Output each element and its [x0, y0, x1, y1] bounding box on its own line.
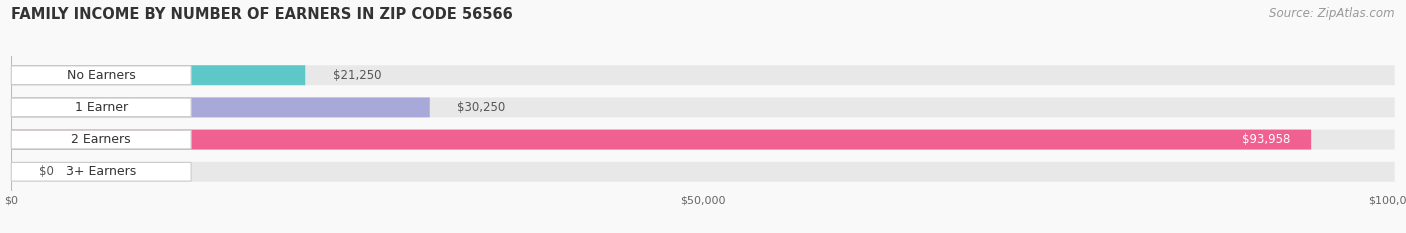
Text: $30,250: $30,250 [457, 101, 506, 114]
Text: 2 Earners: 2 Earners [72, 133, 131, 146]
Text: Source: ZipAtlas.com: Source: ZipAtlas.com [1270, 7, 1395, 20]
FancyBboxPatch shape [11, 97, 1395, 117]
Text: $93,958: $93,958 [1241, 133, 1291, 146]
FancyBboxPatch shape [11, 98, 191, 117]
Text: 3+ Earners: 3+ Earners [66, 165, 136, 178]
FancyBboxPatch shape [11, 130, 1395, 150]
FancyBboxPatch shape [11, 130, 191, 149]
Text: 1 Earner: 1 Earner [75, 101, 128, 114]
FancyBboxPatch shape [11, 66, 191, 85]
Text: $0: $0 [39, 165, 53, 178]
FancyBboxPatch shape [11, 130, 1312, 150]
FancyBboxPatch shape [11, 65, 305, 85]
Text: FAMILY INCOME BY NUMBER OF EARNERS IN ZIP CODE 56566: FAMILY INCOME BY NUMBER OF EARNERS IN ZI… [11, 7, 513, 22]
FancyBboxPatch shape [11, 97, 430, 117]
Text: No Earners: No Earners [67, 69, 135, 82]
Text: $21,250: $21,250 [333, 69, 381, 82]
FancyBboxPatch shape [11, 65, 1395, 85]
FancyBboxPatch shape [11, 162, 191, 181]
FancyBboxPatch shape [11, 162, 1395, 182]
